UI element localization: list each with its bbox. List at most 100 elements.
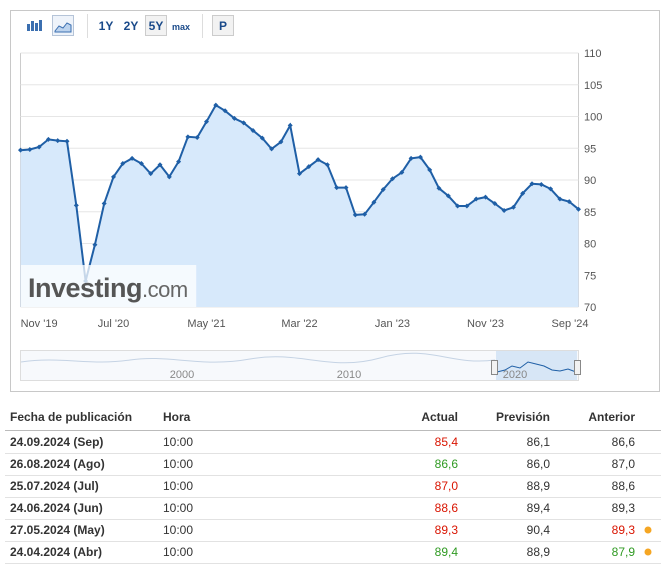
point <box>36 144 42 150</box>
point <box>576 206 581 212</box>
point <box>241 120 247 126</box>
x-tick-label: Nov '23 <box>467 318 504 330</box>
point <box>380 187 386 193</box>
point <box>138 160 144 166</box>
point <box>566 199 572 205</box>
range-button[interactable]: max <box>172 22 190 32</box>
point <box>445 193 451 199</box>
table-cell: 10:00 <box>163 435 193 449</box>
y-tick-label: 105 <box>584 80 602 92</box>
x-tick-label: Mar '22 <box>281 318 317 330</box>
point <box>492 200 498 206</box>
navigator-handle[interactable] <box>491 360 498 375</box>
table-cell: 10:00 <box>163 479 193 493</box>
x-tick-label: Jul '20 <box>98 318 129 330</box>
point <box>427 167 433 173</box>
point <box>111 174 116 180</box>
point <box>231 115 237 121</box>
y-tick-label: 85 <box>584 207 596 219</box>
navigator-label: 2000 <box>170 369 194 381</box>
navigator-selection[interactable] <box>496 351 577 380</box>
navigator-line <box>20 352 496 364</box>
point <box>464 203 470 209</box>
point <box>120 160 126 166</box>
watermark: Investing.com <box>28 273 188 303</box>
point <box>222 108 228 114</box>
table-cell: 89,3 <box>612 501 636 515</box>
point <box>501 207 507 213</box>
point <box>166 174 172 180</box>
revision-marker <box>644 526 652 534</box>
point <box>157 162 163 168</box>
point <box>45 136 51 142</box>
watermark-brand: Investing <box>28 273 142 303</box>
point <box>436 185 442 191</box>
y-tick-label: 70 <box>584 302 596 314</box>
point <box>204 119 209 125</box>
table-cell: 88,6 <box>435 501 459 515</box>
p-button-box[interactable] <box>212 15 234 36</box>
table-header: Previsión <box>496 410 550 424</box>
table-cell: 24.06.2024 (Jun) <box>10 501 103 515</box>
area-chart-icon[interactable] <box>52 15 74 36</box>
point <box>455 203 461 209</box>
navigator-selection-line <box>496 361 577 373</box>
point <box>334 185 340 191</box>
point <box>176 159 182 165</box>
point <box>538 181 544 187</box>
point <box>371 199 377 205</box>
table-cell: 89,3 <box>435 523 459 537</box>
table-cell: 10:00 <box>163 501 193 515</box>
table-cell: 89,3 <box>612 523 636 537</box>
y-tick-label: 80 <box>584 239 596 251</box>
p-button[interactable]: P <box>219 19 227 33</box>
range-button[interactable]: 2Y <box>124 19 139 33</box>
range-button[interactable]: 5Y <box>149 19 164 33</box>
table-cell: 87,0 <box>612 457 636 471</box>
y-tick-label: 100 <box>584 112 602 124</box>
range-button-box <box>145 15 167 36</box>
table-cell: 27.05.2024 (May) <box>10 523 105 537</box>
table-cell: 88,9 <box>527 545 551 559</box>
bar-chart-icon[interactable] <box>27 20 42 31</box>
table-cell: 10:00 <box>163 523 193 537</box>
point <box>343 185 349 191</box>
navigator[interactable] <box>20 350 579 381</box>
table-cell: 26.08.2024 (Ago) <box>10 457 105 471</box>
table-cell: 90,4 <box>527 523 551 537</box>
point <box>399 169 405 175</box>
table-cell: 86,0 <box>527 457 551 471</box>
point <box>417 154 423 160</box>
range-button[interactable]: 1Y <box>99 19 114 33</box>
point <box>352 212 358 218</box>
point <box>27 147 33 153</box>
point <box>185 134 191 140</box>
point <box>278 139 284 145</box>
table-cell: 89,4 <box>527 501 551 515</box>
area <box>20 105 579 307</box>
y-tick-label: 75 <box>584 270 596 282</box>
point <box>64 138 70 144</box>
point <box>18 147 23 153</box>
point <box>73 202 79 208</box>
table-cell: 88,6 <box>612 479 636 493</box>
navigator-handle[interactable] <box>574 360 581 375</box>
point <box>306 164 312 170</box>
point <box>101 200 107 206</box>
point <box>362 211 368 217</box>
point <box>529 181 535 187</box>
point <box>250 127 256 133</box>
table-cell: 87,0 <box>435 479 459 493</box>
table-cell: 24.04.2024 (Abr) <box>10 545 102 559</box>
y-tick-label: 95 <box>584 143 596 155</box>
point <box>213 102 219 108</box>
point <box>483 194 488 200</box>
table-cell: 86,6 <box>612 435 636 449</box>
point <box>194 134 200 140</box>
x-tick-label: Nov '19 <box>21 318 58 330</box>
table-cell: 87,9 <box>612 545 636 559</box>
point <box>92 242 98 248</box>
point <box>129 155 135 161</box>
x-tick-label: May '21 <box>187 318 225 330</box>
